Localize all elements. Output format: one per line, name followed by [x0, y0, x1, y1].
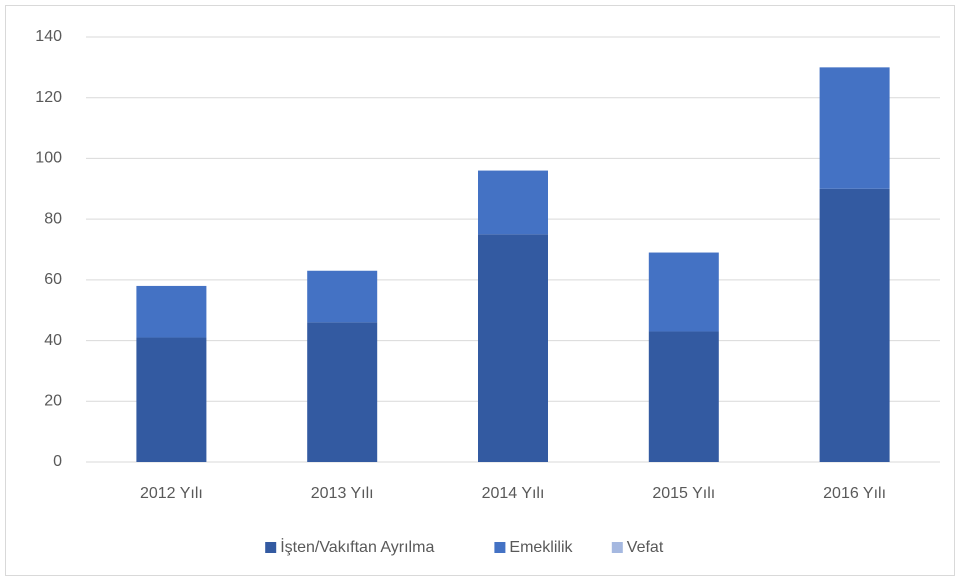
- y-tick-label: 100: [35, 150, 62, 167]
- x-tick-label: 2013 Yılı: [311, 485, 374, 502]
- bar-segment: [307, 270, 378, 323]
- legend-swatch: [494, 542, 506, 553]
- y-tick-label: 120: [35, 89, 62, 106]
- y-tick-label: 40: [44, 332, 62, 349]
- y-tick-label: 20: [44, 393, 62, 410]
- bar-segment: [478, 234, 548, 462]
- y-tick-label: 60: [44, 271, 62, 288]
- x-tick-label: 2016 Yılı: [823, 485, 886, 502]
- bar-segment: [648, 252, 719, 332]
- y-tick-label: 140: [35, 28, 62, 45]
- legend-label: İşten/Vakıftan Ayrılma: [280, 537, 434, 556]
- bar-segment: [307, 322, 378, 462]
- x-tick-label: 2015 Yılı: [652, 485, 715, 502]
- y-tick-label: 80: [44, 210, 62, 227]
- bar-segment: [819, 67, 890, 189]
- y-tick-label: 0: [53, 453, 62, 470]
- legend-label: Vefat: [627, 539, 664, 556]
- legend-swatch: [265, 542, 277, 553]
- legend-label: Emeklilik: [509, 539, 573, 556]
- bar-segment: [648, 331, 719, 462]
- bar-segment: [136, 337, 207, 462]
- bar-segment: [819, 188, 890, 463]
- x-tick-label: 2012 Yılı: [140, 485, 203, 502]
- bar-segment: [136, 285, 207, 338]
- bar-segment: [478, 170, 548, 235]
- legend-swatch: [611, 542, 623, 553]
- x-tick-label: 2014 Yılı: [482, 485, 545, 502]
